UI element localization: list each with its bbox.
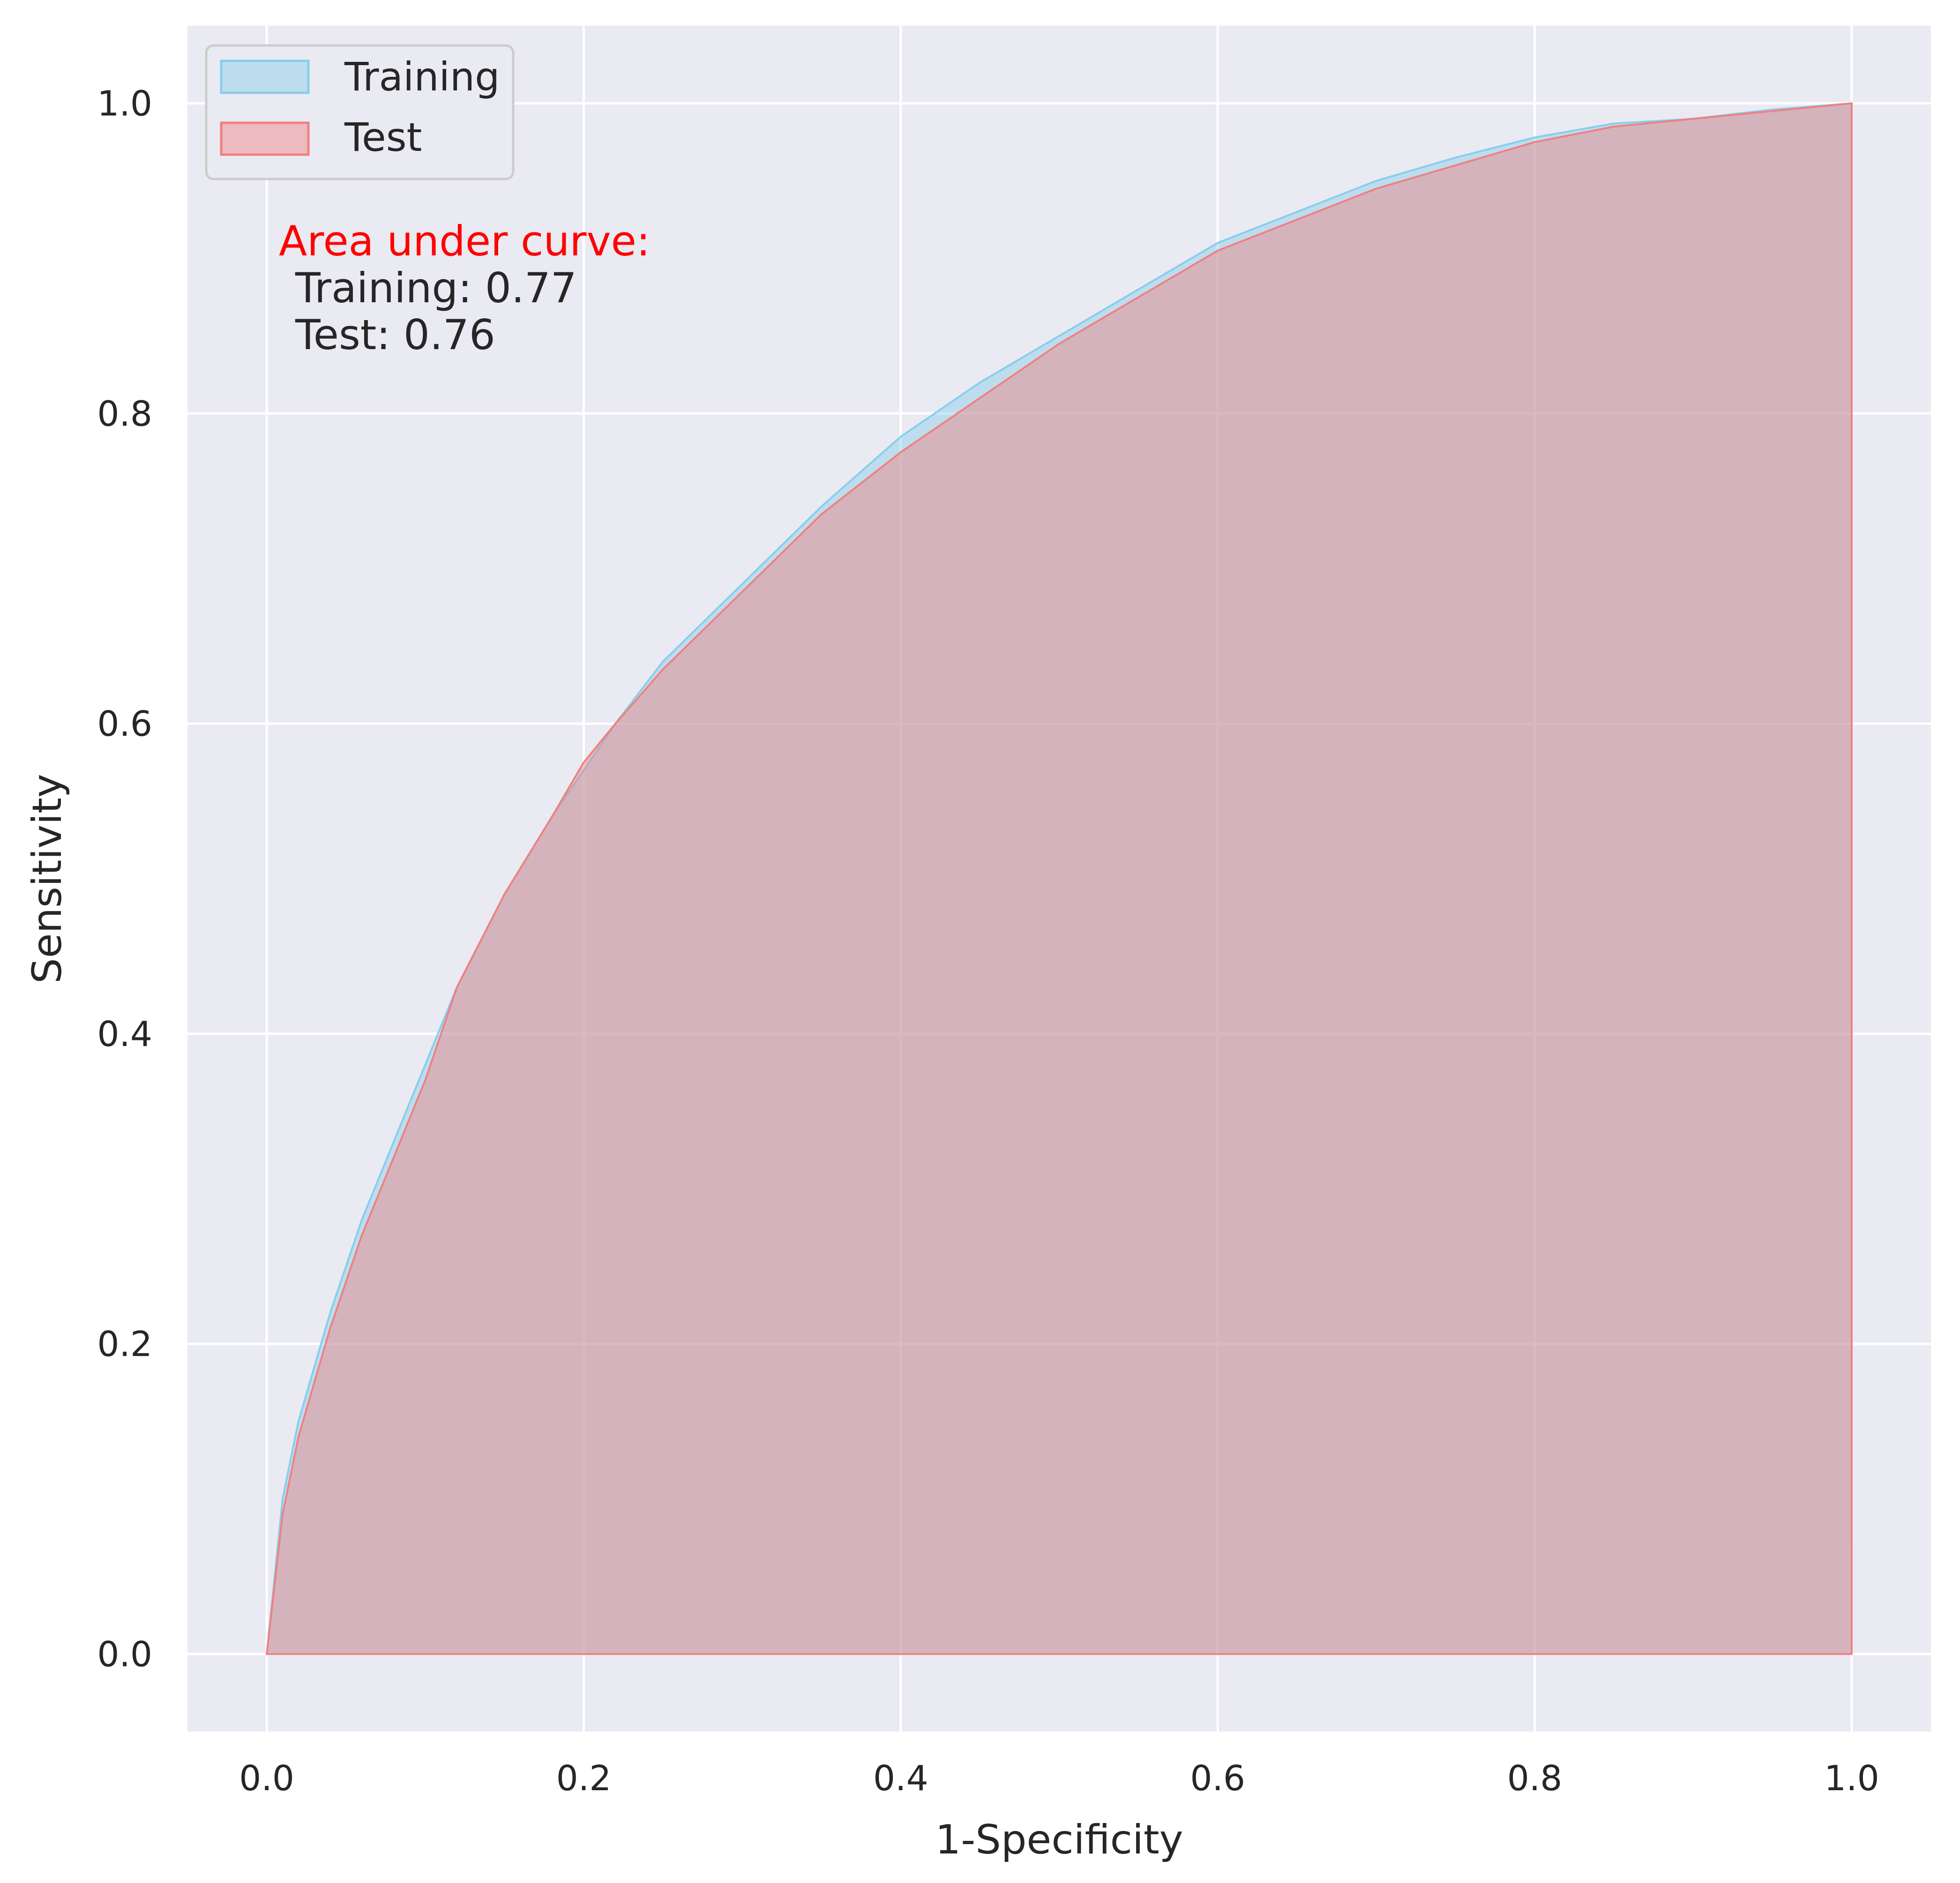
grid-lines [187, 26, 1931, 1732]
y-tick-label: 0.4 [97, 1014, 152, 1054]
x-tick-labels: 0.0 0.2 0.4 0.6 0.8 1.0 [239, 1758, 1879, 1799]
y-tick-label: 0.6 [97, 704, 152, 744]
area-test [265, 102, 1853, 1655]
legend: Training Test [205, 44, 515, 180]
area-training [265, 102, 1853, 1655]
y-tick-label: 0.0 [97, 1635, 152, 1675]
x-tick-label: 0.6 [1190, 1758, 1245, 1799]
legend-label-training: Training [344, 54, 500, 100]
y-tick-labels: 0.0 0.2 0.4 0.6 0.8 1.0 [97, 83, 152, 1674]
x-tick-label: 1.0 [1824, 1758, 1879, 1799]
legend-swatch-test [220, 121, 310, 156]
auc-test: Test: 0.76 [295, 311, 495, 359]
x-tick-label: 0.4 [873, 1758, 928, 1799]
x-axis-label: 1-Specificity [935, 1816, 1183, 1863]
auc-annotation: Area under curve: Training: 0.77 Test: 0… [279, 217, 650, 359]
x-tick-label: 0.0 [239, 1758, 294, 1799]
auc-training: Training: 0.77 [295, 264, 577, 312]
auc-heading: Area under curve: [279, 217, 650, 265]
y-axis-label: Sensitivity [24, 774, 71, 984]
legend-frame [205, 44, 515, 180]
y-tick-label: 1.0 [97, 83, 152, 124]
x-tick-label: 0.8 [1507, 1758, 1563, 1799]
y-tick-label: 0.8 [97, 394, 152, 434]
y-tick-label: 0.2 [97, 1324, 152, 1365]
legend-swatch-training [220, 60, 310, 94]
legend-label-test: Test [344, 114, 422, 160]
x-tick-label: 0.2 [556, 1758, 612, 1799]
plot-background [187, 26, 1931, 1732]
series-areas [265, 102, 1853, 1655]
